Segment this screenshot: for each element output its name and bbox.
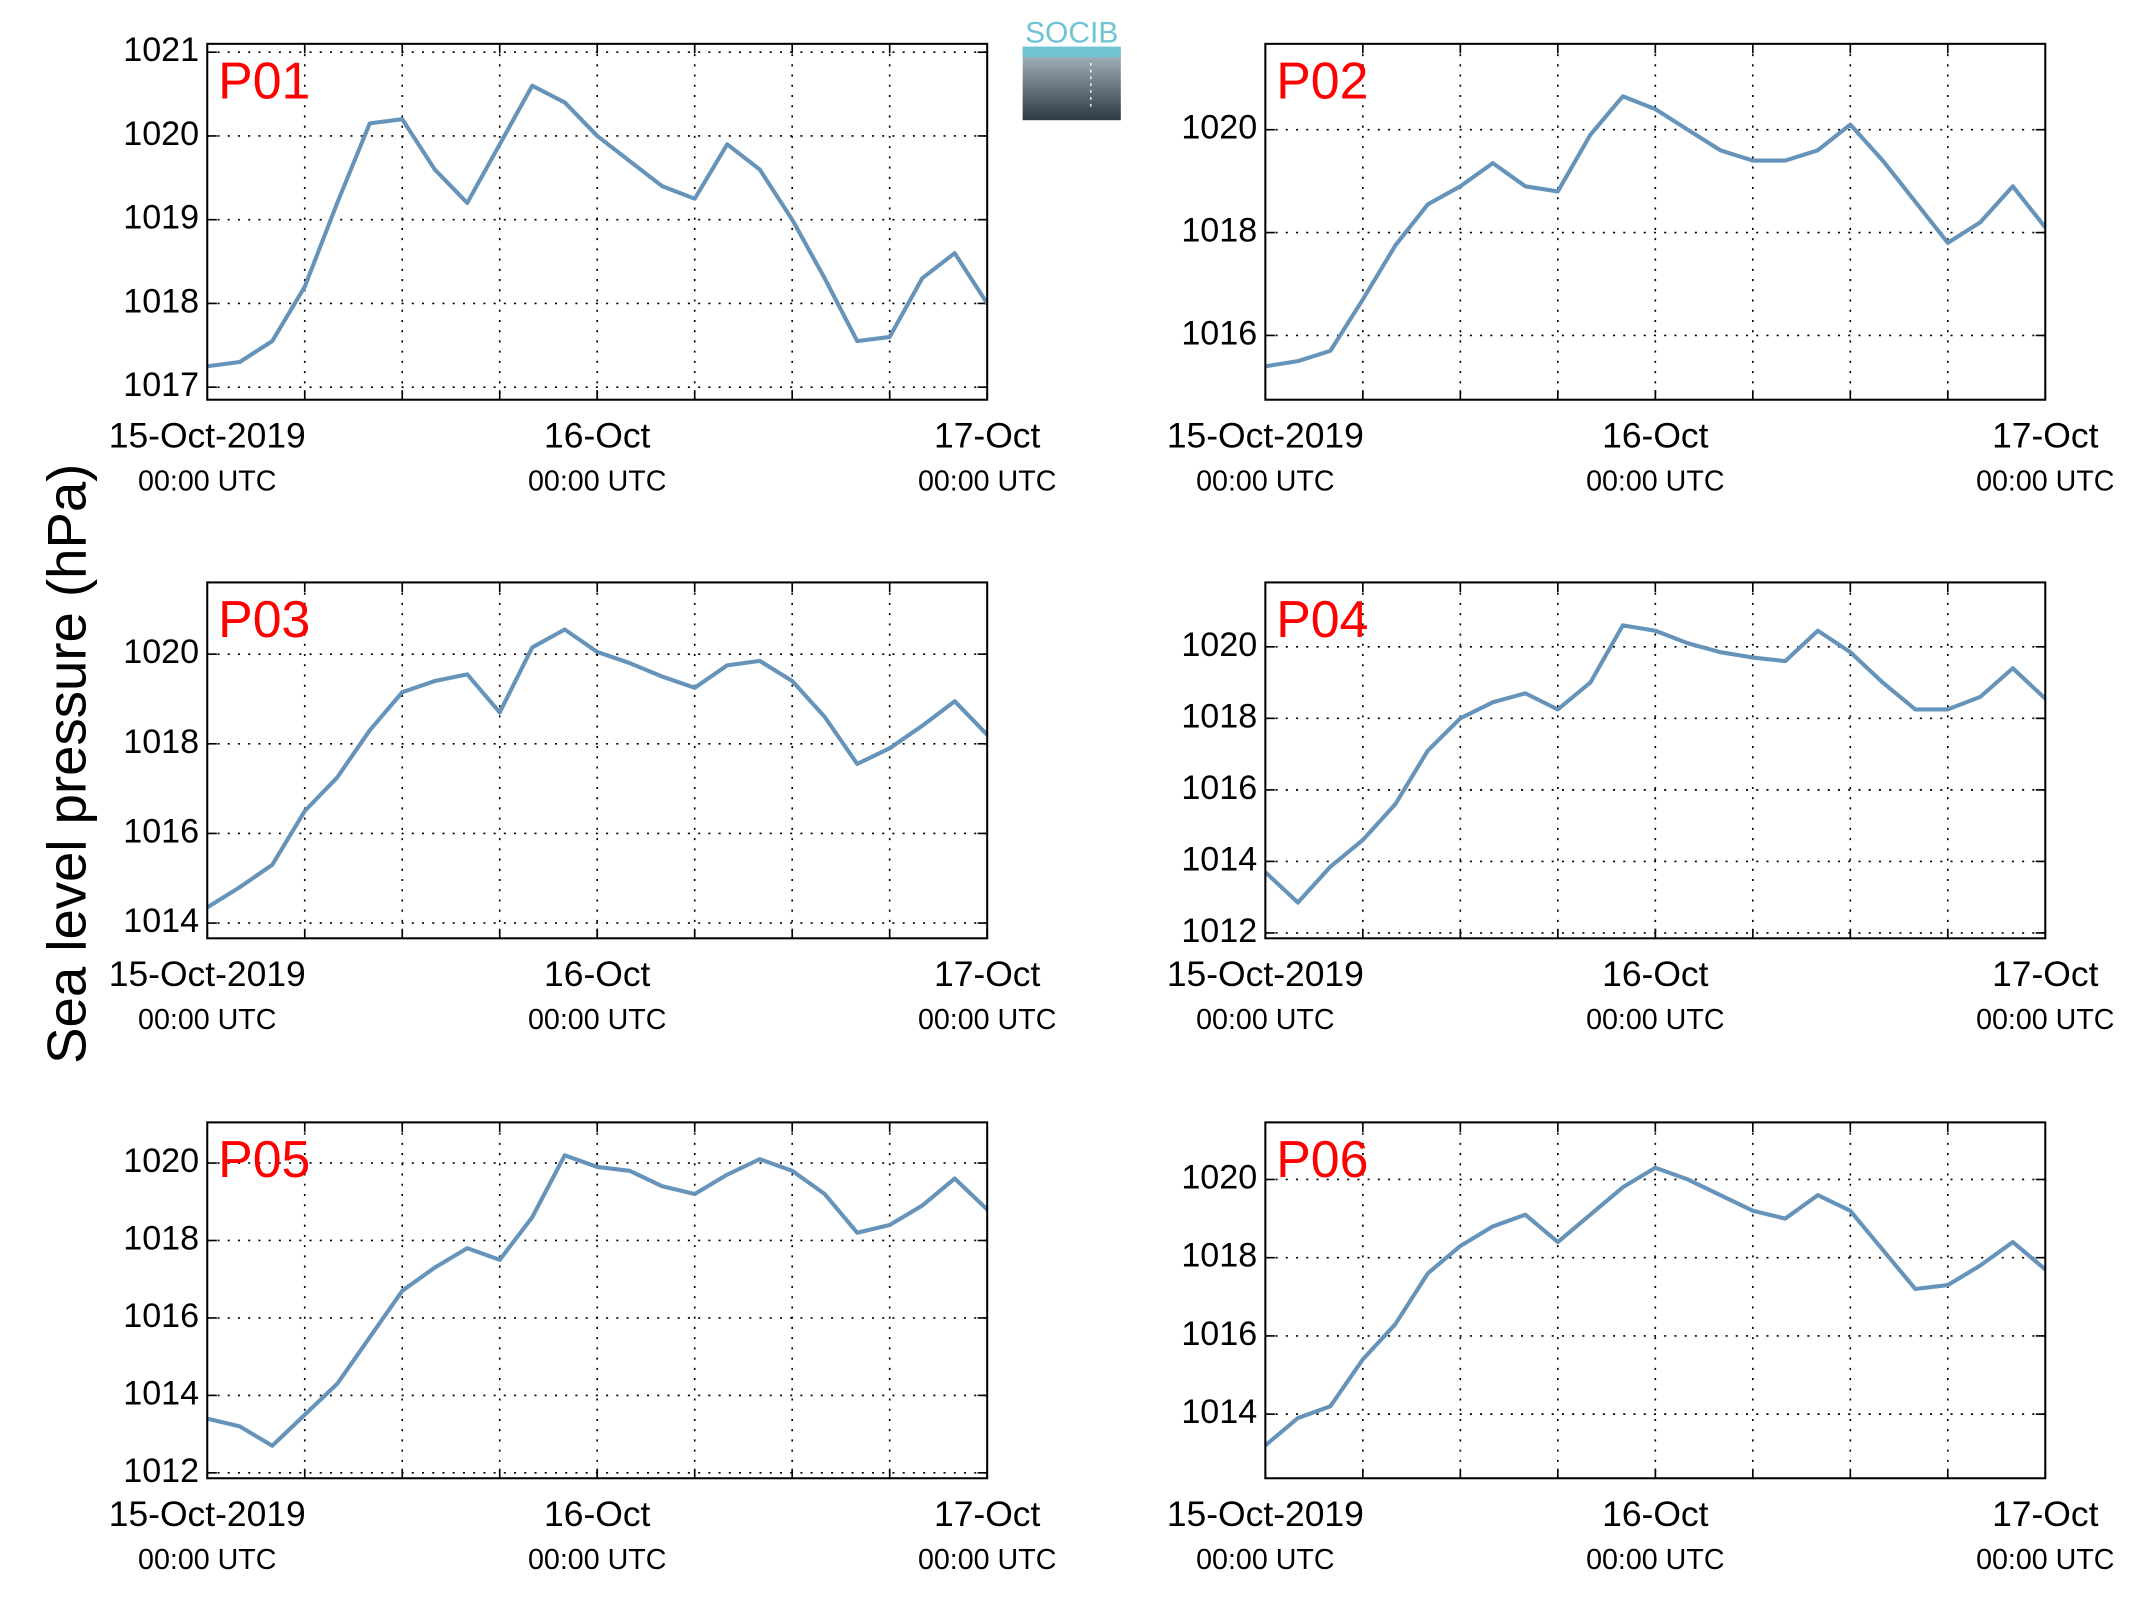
x-tick-label: 16-Oct (544, 415, 651, 455)
logo-text: SOCIB (1025, 16, 1118, 49)
data-line (1265, 94, 2047, 369)
y-tick-label: 1012 (123, 1452, 199, 1490)
panel-title: P05 (218, 1130, 310, 1188)
subplot: 1017 1018 1019 1020 1021 15-Oct-2019 00:00 UTC… (109, 31, 1057, 497)
axes-frame (1264, 1121, 2047, 1480)
subplot: 1014 1016 1018 1020 15-Oct-2019 00:00 UTC 16-O… (1167, 1121, 2114, 1576)
x-tick-sublabel: 00:00 UTC (1976, 465, 2114, 497)
y-tick-label: 1020 (123, 115, 199, 153)
y-tick-label: 1020 (123, 1142, 199, 1180)
axes-frame (1264, 581, 2047, 940)
y-tick-label: 1016 (123, 1297, 199, 1335)
y-tick-label: 1018 (123, 282, 199, 320)
y-tick-label: 1014 (123, 1374, 199, 1412)
data-line (206, 627, 989, 910)
logo-wave (1022, 46, 1121, 58)
y-tick-label: 1020 (1181, 1158, 1257, 1196)
y-tick-label: 1017 (123, 366, 199, 404)
x-tick-label: 15-Oct-2019 (109, 954, 306, 994)
y-tick-label: 1018 (123, 723, 199, 761)
y-axis-label: Sea level pressure (hPa) (36, 464, 97, 1064)
y-tick-label: 1018 (1181, 212, 1257, 250)
x-tick-label: 17-Oct (1992, 1494, 2099, 1534)
x-tick-sublabel: 00:00 UTC (918, 465, 1056, 497)
x-tick-sublabel: 00:00 UTC (528, 1004, 666, 1036)
x-tick-label: 17-Oct (934, 1494, 1041, 1534)
x-tick-sublabel: 00:00 UTC (1196, 1004, 1334, 1036)
axes-frame (206, 581, 989, 940)
x-tick-label: 16-Oct (1602, 415, 1709, 455)
x-tick-sublabel: 00:00 UTC (138, 1004, 276, 1036)
axes-frame (1264, 42, 2047, 401)
x-tick-label: 16-Oct (544, 1494, 651, 1534)
y-tick-label: 1020 (123, 633, 199, 671)
y-tick-label: 1019 (123, 199, 199, 237)
panel-title: P01 (218, 51, 310, 109)
x-tick-label: 16-Oct (544, 954, 651, 994)
subplot: 1016 1018 1020 15-Oct-2019 00:00 UTC 16-Oct 00… (1167, 42, 2114, 497)
panel-title: P03 (218, 590, 310, 648)
x-tick-label: 15-Oct-2019 (1167, 1494, 1364, 1534)
subplot: 1012 1014 1016 1018 1020 15-Oct-2019 00:00 UTC… (1167, 581, 2114, 1036)
x-tick-label: 17-Oct (1992, 954, 2099, 994)
subplot: 1012 1014 1016 1018 1020 15-Oct-2019 00:00 UTC… (109, 1121, 1056, 1576)
data-line (206, 1153, 989, 1448)
data-line (1264, 1165, 2047, 1447)
y-tick-label: 1016 (1181, 1315, 1257, 1353)
y-tick-label: 1014 (1181, 840, 1257, 878)
x-tick-label: 17-Oct (1992, 415, 2099, 455)
y-tick-label: 1020 (1181, 109, 1257, 147)
x-tick-label: 16-Oct (1602, 1494, 1709, 1534)
y-tick-label: 1014 (1181, 1393, 1257, 1431)
x-tick-label: 16-Oct (1602, 954, 1709, 994)
x-tick-sublabel: 00:00 UTC (138, 465, 276, 497)
panel-title: P02 (1276, 51, 1368, 109)
panel-title: P04 (1276, 590, 1368, 648)
y-tick-label: 1016 (123, 812, 199, 850)
x-tick-sublabel: 00:00 UTC (1196, 465, 1334, 497)
x-tick-sublabel: 00:00 UTC (1196, 1544, 1334, 1576)
y-tick-label: 1018 (1181, 1237, 1257, 1275)
x-tick-label: 15-Oct-2019 (1167, 954, 1364, 994)
y-tick-label: 1016 (1181, 769, 1257, 807)
subplot: 1014 1016 1018 1020 15-Oct-2019 00:00 UTC 16-O… (109, 581, 1056, 1036)
x-tick-label: 15-Oct-2019 (109, 415, 306, 455)
x-tick-label: 15-Oct-2019 (1167, 415, 1364, 455)
x-tick-sublabel: 00:00 UTC (918, 1004, 1056, 1036)
y-tick-label: 1012 (1181, 912, 1257, 950)
x-tick-sublabel: 00:00 UTC (1976, 1544, 2114, 1576)
data-line (1263, 623, 2047, 905)
x-tick-sublabel: 00:00 UTC (1976, 1004, 2114, 1036)
y-tick-label: 1021 (123, 31, 199, 69)
y-tick-label: 1014 (123, 902, 199, 940)
y-tick-label: 1016 (1181, 314, 1257, 352)
x-tick-label: 15-Oct-2019 (109, 1494, 306, 1534)
x-tick-label: 17-Oct (934, 954, 1041, 994)
y-tick-label: 1020 (1181, 626, 1257, 664)
x-tick-sublabel: 00:00 UTC (1586, 465, 1724, 497)
logo: SOCIB (1022, 16, 1121, 121)
x-tick-sublabel: 00:00 UTC (528, 1544, 666, 1576)
panel-title: P06 (1276, 1130, 1368, 1188)
data-line (206, 83, 989, 369)
x-tick-sublabel: 00:00 UTC (1586, 1544, 1724, 1576)
x-tick-sublabel: 00:00 UTC (528, 465, 666, 497)
logo-box (1022, 52, 1121, 121)
x-tick-sublabel: 00:00 UTC (918, 1544, 1056, 1576)
y-tick-label: 1018 (1181, 697, 1257, 735)
axes-frame (206, 42, 989, 401)
x-tick-label: 17-Oct (934, 415, 1041, 455)
axes-frame (206, 1121, 989, 1480)
x-tick-sublabel: 00:00 UTC (138, 1544, 276, 1576)
y-tick-label: 1018 (123, 1219, 199, 1257)
x-tick-sublabel: 00:00 UTC (1586, 1004, 1724, 1036)
